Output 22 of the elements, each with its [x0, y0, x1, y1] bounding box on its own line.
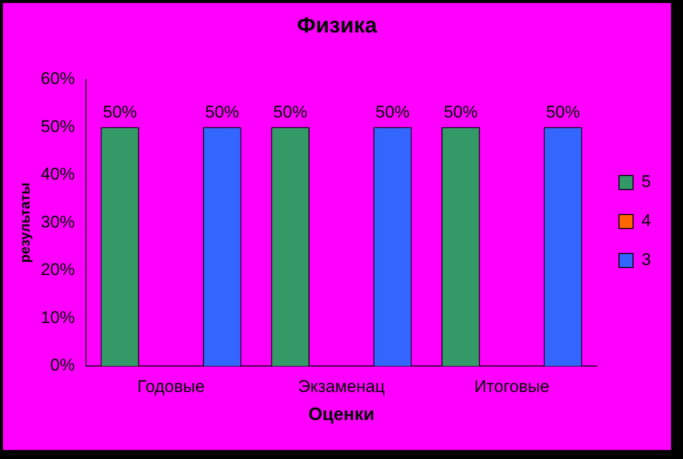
data-label: 50%: [205, 102, 240, 122]
data-label: 50%: [444, 102, 478, 122]
x-axis-title: Оценки: [308, 404, 374, 424]
chart-title: Физика: [296, 12, 378, 38]
y-axis-title: результаты: [16, 182, 32, 263]
legend-label: 3: [642, 250, 652, 270]
y-tick-label: 20%: [40, 260, 75, 280]
y-tick-label: 40%: [40, 164, 75, 184]
y-tick-label: 60%: [40, 69, 75, 88]
y-tick-label: 30%: [40, 212, 75, 232]
x-tick-label: Годовые: [137, 376, 205, 396]
y-tick-label: 0%: [50, 356, 75, 375]
data-label: 50%: [273, 102, 308, 122]
x-tick-label: Итоговые: [474, 376, 550, 396]
data-label: 50%: [546, 102, 580, 122]
data-label: 50%: [102, 102, 137, 122]
y-tick-label: 10%: [40, 308, 75, 327]
data-label: 50%: [376, 102, 410, 122]
legend-label: 4: [642, 211, 652, 230]
x-tick-label: Экзаменац: [298, 376, 386, 396]
y-tick-label: 50%: [40, 116, 75, 136]
legend-label: 5: [642, 172, 652, 192]
